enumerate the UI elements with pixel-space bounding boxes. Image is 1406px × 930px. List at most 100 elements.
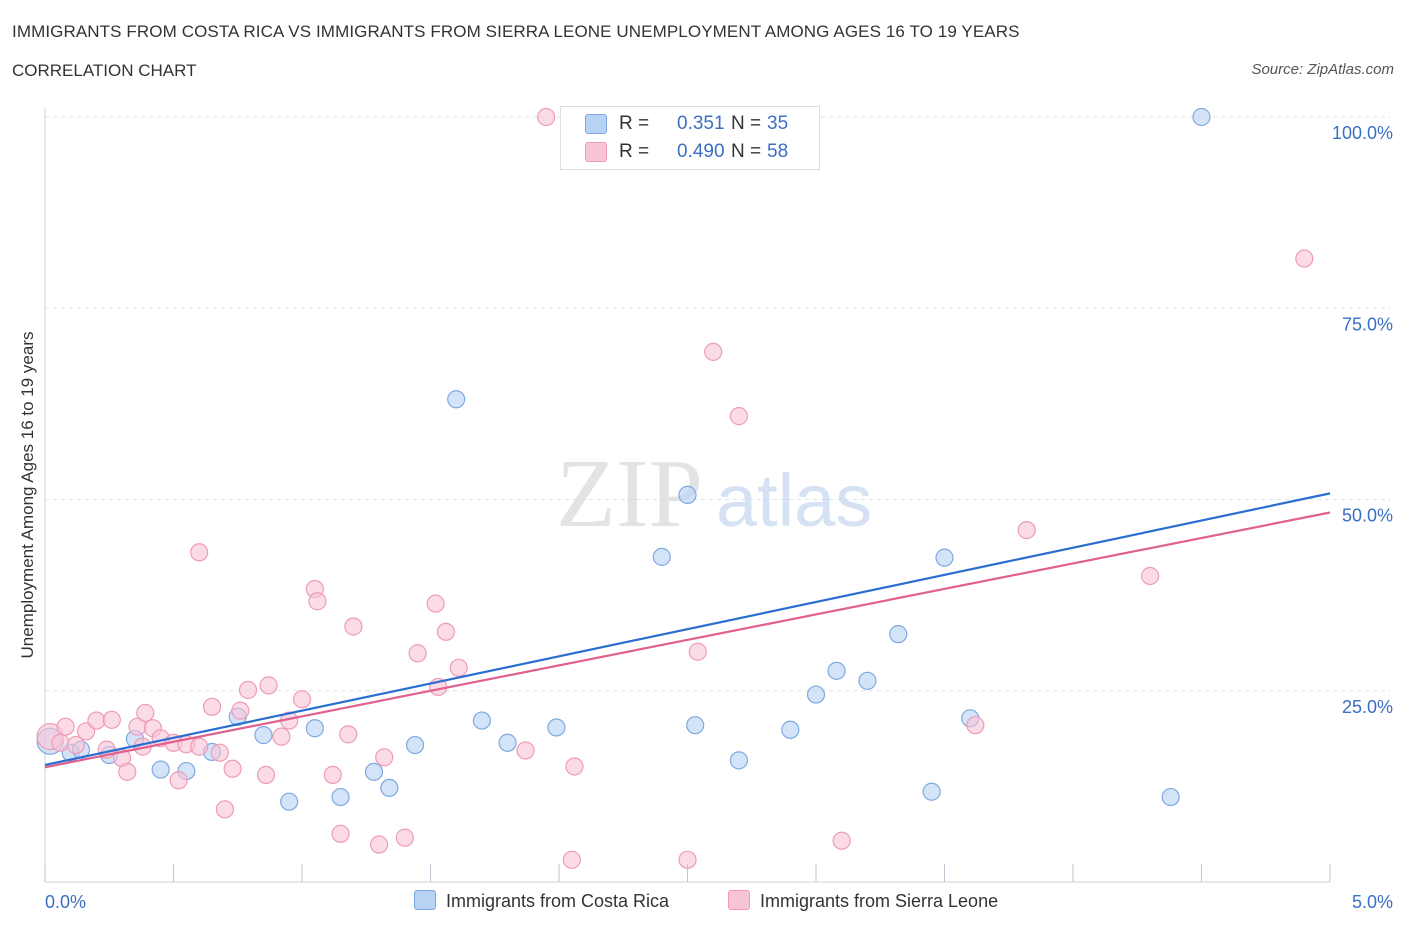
legend-r-value: 0.490 <box>677 141 725 162</box>
point-sierra-leone <box>704 342 723 361</box>
point-costa-rica <box>1161 787 1180 807</box>
point-sierra-leone <box>202 697 222 716</box>
trend-line-sierra-leone <box>44 511 1331 769</box>
point-costa-rica <box>364 762 384 781</box>
point-costa-rica <box>447 390 466 409</box>
bottom-legend-label: Immigrants from Costa Rica <box>446 891 670 911</box>
bottom-legend-label: Immigrants from Sierra Leone <box>760 891 999 911</box>
point-costa-rica <box>151 760 170 779</box>
grid-layer <box>45 116 1390 692</box>
point-costa-rica <box>729 751 749 770</box>
chart-subtitle: CORRELATION CHART <box>12 61 197 80</box>
watermark: ZIP atlas <box>556 440 872 548</box>
point-costa-rica <box>806 685 826 704</box>
point-sierra-leone <box>102 710 121 729</box>
x-tick-label: 5.0% <box>1352 892 1393 912</box>
point-costa-rica <box>498 733 517 752</box>
point-sierra-leone <box>688 642 707 661</box>
point-sierra-leone <box>118 762 137 781</box>
legend-n-value: 35 <box>767 113 789 134</box>
point-sierra-leone <box>729 407 749 426</box>
point-costa-rica <box>547 718 566 737</box>
point-costa-rica <box>305 719 324 738</box>
point-sierra-leone <box>339 725 358 744</box>
point-costa-rica <box>858 671 877 690</box>
legend-r-label: R = <box>619 113 650 134</box>
point-sierra-leone <box>323 765 342 785</box>
point-sierra-leone <box>344 617 363 636</box>
point-sierra-leone <box>408 644 427 663</box>
point-sierra-leone <box>375 748 394 767</box>
point-sierra-leone <box>292 690 312 709</box>
legend-swatch-pink <box>585 142 607 162</box>
point-sierra-leone <box>565 757 584 776</box>
point-sierra-leone <box>537 107 556 127</box>
y-tick-label: 50.0% <box>1342 506 1393 526</box>
y-axis-label: Unemployment Among Ages 16 to 19 years <box>18 331 37 659</box>
x-tick-label: 0.0% <box>45 892 86 912</box>
point-sierra-leone <box>190 543 209 562</box>
bottom-legend-swatch-blue <box>414 890 436 910</box>
point-sierra-leone <box>272 727 291 746</box>
point-sierra-leone <box>1017 520 1036 540</box>
point-sierra-leone <box>256 765 276 785</box>
point-costa-rica <box>827 661 846 680</box>
y-tick-label: 25.0% <box>1342 697 1393 717</box>
bottom-legend-sierra-leone: Immigrants from Sierra Leone <box>728 890 998 912</box>
trend-layer <box>44 492 1331 769</box>
point-sierra-leone <box>395 828 414 847</box>
point-sierra-leone <box>136 703 155 723</box>
point-sierra-leone <box>1140 566 1160 586</box>
point-sierra-leone <box>370 835 389 854</box>
point-sierra-leone <box>210 743 229 762</box>
point-sierra-leone <box>966 716 985 735</box>
point-sierra-leone <box>51 733 70 752</box>
source-label: Source: ZipAtlas.com <box>1251 61 1394 78</box>
point-sierra-leone <box>56 717 75 736</box>
point-sierra-leone <box>259 676 278 695</box>
point-sierra-leone <box>331 824 350 843</box>
point-costa-rica <box>889 625 908 644</box>
point-costa-rica <box>678 485 697 505</box>
point-sierra-leone <box>238 680 258 700</box>
point-sierra-leone <box>436 622 456 641</box>
point-sierra-leone <box>516 741 535 760</box>
point-sierra-leone <box>223 759 242 778</box>
point-costa-rica <box>405 735 425 755</box>
point-sierra-leone <box>215 800 234 819</box>
point-sierra-leone <box>190 737 209 756</box>
bottom-legend-swatch-pink <box>728 890 750 910</box>
point-costa-rica <box>331 787 350 807</box>
legend-r-label: R = <box>619 141 650 162</box>
point-sierra-leone <box>308 592 327 611</box>
point-sierra-leone <box>426 594 445 613</box>
point-costa-rica <box>686 716 705 735</box>
legend-n-label: N = <box>731 113 762 134</box>
chart-title: IMMIGRANTS FROM COSTA RICA VS IMMIGRANTS… <box>12 22 1020 41</box>
legend-n-label: N = <box>731 141 762 162</box>
point-sierra-leone <box>562 850 581 869</box>
bottom-legend-costa-rica: Immigrants from Costa Rica <box>414 890 669 912</box>
legend-r-value: 0.351 <box>677 113 725 134</box>
point-costa-rica <box>380 778 399 798</box>
y-tick-label: 100.0% <box>1332 123 1393 143</box>
point-costa-rica <box>781 720 800 739</box>
point-sierra-leone <box>87 711 106 730</box>
point-sierra-leone <box>832 831 851 850</box>
point-sierra-leone <box>1295 249 1314 268</box>
point-costa-rica <box>254 726 273 745</box>
point-sierra-leone <box>66 735 85 755</box>
tick-layer: 25.0% 50.0% 75.0% 100.0% 0.0% 5.0% <box>44 123 1393 912</box>
point-costa-rica <box>922 782 941 801</box>
point-costa-rica <box>472 711 491 730</box>
trend-line-costa-rica <box>44 492 1331 767</box>
watermark-atlas: atlas <box>716 459 872 542</box>
point-sierra-leone <box>449 658 468 677</box>
point-sierra-leone <box>231 701 250 720</box>
y-tick-label: 75.0% <box>1342 314 1393 334</box>
point-costa-rica <box>935 548 954 567</box>
point-costa-rica <box>1192 107 1211 127</box>
point-sierra-leone <box>169 771 188 790</box>
legend-swatch-blue <box>585 114 607 134</box>
